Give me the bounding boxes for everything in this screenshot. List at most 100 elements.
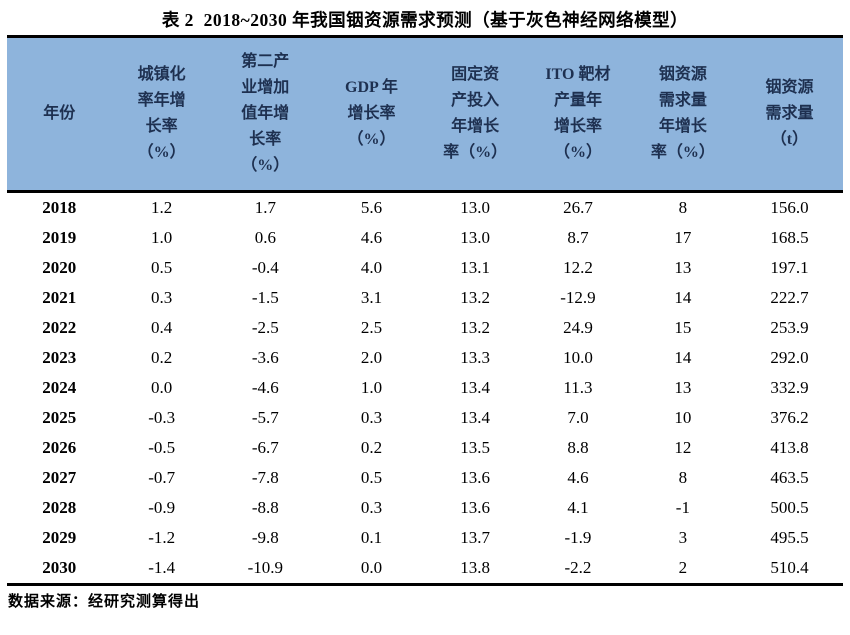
header-row: 年份 城镇化 率年增 长率 （%） 第二产 业增加 值年增 长率 （%） GDP 年 … bbox=[7, 36, 843, 192]
table-row: 2023 0.2 -3.6 2.0 13.3 10.0 14 292.0 bbox=[7, 343, 843, 373]
value-cell: -1 bbox=[675, 498, 690, 517]
value-cell: 13.2 bbox=[460, 318, 490, 337]
value-cell: 26.7 bbox=[563, 198, 593, 217]
value-cell: -1.2 bbox=[148, 528, 176, 547]
value-cell: 0.4 bbox=[151, 318, 173, 337]
value-cell: 13.0 bbox=[460, 228, 490, 247]
column-header: 年份 bbox=[43, 105, 76, 122]
value-cell: -1.4 bbox=[148, 558, 176, 577]
value-cell: -7.8 bbox=[251, 468, 279, 487]
value-cell: 413.8 bbox=[770, 438, 809, 457]
year-cell: 2022 bbox=[42, 318, 77, 337]
value-cell: 0.3 bbox=[151, 288, 173, 307]
value-cell: 495.5 bbox=[770, 528, 809, 547]
value-cell: -0.4 bbox=[251, 258, 279, 277]
year-cell: 2026 bbox=[42, 438, 77, 457]
value-cell: 0.5 bbox=[360, 468, 383, 487]
value-cell: 156.0 bbox=[770, 198, 809, 217]
value-cell: 1.2 bbox=[151, 198, 173, 217]
year-cell: 2030 bbox=[42, 558, 77, 577]
value-cell: 253.9 bbox=[770, 318, 809, 337]
value-cell: 4.6 bbox=[360, 228, 383, 247]
value-cell: -12.9 bbox=[560, 288, 596, 307]
value-cell: -0.5 bbox=[148, 438, 176, 457]
value-cell: 2 bbox=[678, 558, 688, 577]
table-row: 2019 1.0 0.6 4.6 13.0 8.7 17 168.5 bbox=[7, 223, 843, 253]
value-cell: 7.0 bbox=[567, 408, 589, 427]
value-cell: 12.2 bbox=[563, 258, 593, 277]
value-cell: 13.2 bbox=[460, 288, 490, 307]
value-cell: 2.0 bbox=[360, 348, 383, 367]
value-cell: 197.1 bbox=[770, 258, 809, 277]
value-cell: 10 bbox=[674, 408, 692, 427]
value-cell: 13 bbox=[674, 258, 692, 277]
value-cell: -1.5 bbox=[251, 288, 279, 307]
column-header: 铟资源 需求量 年增长 率（%） bbox=[650, 66, 715, 161]
value-cell: 376.2 bbox=[770, 408, 809, 427]
value-cell: -3.6 bbox=[251, 348, 279, 367]
column-header: 固定资 产投入 年增长 率（%） bbox=[443, 66, 508, 161]
value-cell: 14 bbox=[674, 348, 692, 367]
value-cell: 13.6 bbox=[460, 468, 490, 487]
year-cell: 2024 bbox=[42, 378, 77, 397]
value-cell: 10.0 bbox=[563, 348, 593, 367]
value-cell: -0.9 bbox=[148, 498, 176, 517]
table-row: 2027 -0.7 -7.8 0.5 13.6 4.6 8 463.5 bbox=[7, 463, 843, 493]
value-cell: 8 bbox=[678, 198, 688, 217]
value-cell: 500.5 bbox=[770, 498, 809, 517]
value-cell: 463.5 bbox=[770, 468, 809, 487]
value-cell: 0.6 bbox=[254, 228, 276, 247]
value-cell: 0.5 bbox=[151, 258, 173, 277]
table-row: 2028 -0.9 -8.8 0.3 13.6 4.1 -1 500.5 bbox=[7, 493, 843, 523]
value-cell: 0.3 bbox=[360, 498, 383, 517]
value-cell: 0.0 bbox=[151, 378, 173, 397]
year-cell: 2019 bbox=[42, 228, 77, 247]
value-cell: -0.3 bbox=[148, 408, 176, 427]
value-cell: 8.8 bbox=[567, 438, 589, 457]
value-cell: 24.9 bbox=[563, 318, 593, 337]
value-cell: 12 bbox=[674, 438, 692, 457]
value-cell: 510.4 bbox=[770, 558, 809, 577]
column-header: GDP 年 增长率 （%） bbox=[345, 79, 398, 148]
column-header: 第二产 业增加 值年增 长率 （%） bbox=[241, 53, 290, 174]
year-cell: 2021 bbox=[42, 288, 77, 307]
table-row: 2021 0.3 -1.5 3.1 13.2 -12.9 14 222.7 bbox=[7, 283, 843, 313]
value-cell: -10.9 bbox=[247, 558, 284, 577]
year-cell: 2025 bbox=[42, 408, 77, 427]
value-cell: 4.6 bbox=[567, 468, 589, 487]
value-cell: 13.0 bbox=[460, 198, 490, 217]
table-row: 2024 0.0 -4.6 1.0 13.4 11.3 13 332.9 bbox=[7, 373, 843, 403]
year-cell: 2023 bbox=[42, 348, 77, 367]
table-body: 2018 1.2 1.7 5.6 13.0 26.7 8 156.0 2019 1.0 0.6 4.6… bbox=[7, 192, 843, 585]
value-cell: -1.9 bbox=[564, 528, 592, 547]
value-cell: 168.5 bbox=[770, 228, 809, 247]
value-cell: -9.8 bbox=[251, 528, 279, 547]
value-cell: -2.5 bbox=[251, 318, 279, 337]
value-cell: 3 bbox=[678, 528, 688, 547]
table-row: 2029 -1.2 -9.8 0.1 13.7 -1.9 3 495.5 bbox=[7, 523, 843, 553]
column-header: 城镇化 率年增 长率 （%） bbox=[137, 66, 186, 161]
column-header: ITO 靶材 产量年 增长率 （%） bbox=[545, 66, 611, 161]
value-cell: 0.2 bbox=[151, 348, 173, 367]
value-cell: 1.0 bbox=[360, 378, 383, 397]
table-header: 年份 城镇化 率年增 长率 （%） 第二产 业增加 值年增 长率 （%） GDP 年 … bbox=[7, 36, 843, 192]
value-cell: 0.1 bbox=[360, 528, 383, 547]
value-cell: 11.3 bbox=[563, 378, 593, 397]
value-cell: 4.1 bbox=[567, 498, 589, 517]
value-cell: 2.5 bbox=[360, 318, 383, 337]
table-row: 2020 0.5 -0.4 4.0 13.1 12.2 13 197.1 bbox=[7, 253, 843, 283]
year-cell: 2027 bbox=[42, 468, 77, 487]
value-cell: 1.0 bbox=[151, 228, 173, 247]
value-cell: -5.7 bbox=[251, 408, 279, 427]
value-cell: 3.1 bbox=[360, 288, 383, 307]
value-cell: -8.8 bbox=[251, 498, 279, 517]
value-cell: 292.0 bbox=[770, 348, 809, 367]
indium-demand-table: 年份 城镇化 率年增 长率 （%） 第二产 业增加 值年增 长率 （%） GDP 年 … bbox=[7, 35, 843, 586]
value-cell: 13.4 bbox=[460, 408, 490, 427]
value-cell: 13.7 bbox=[460, 528, 490, 547]
value-cell: -4.6 bbox=[251, 378, 279, 397]
value-cell: 1.7 bbox=[254, 198, 276, 217]
value-cell: 13.3 bbox=[460, 348, 490, 367]
value-cell: 0.2 bbox=[360, 438, 383, 457]
